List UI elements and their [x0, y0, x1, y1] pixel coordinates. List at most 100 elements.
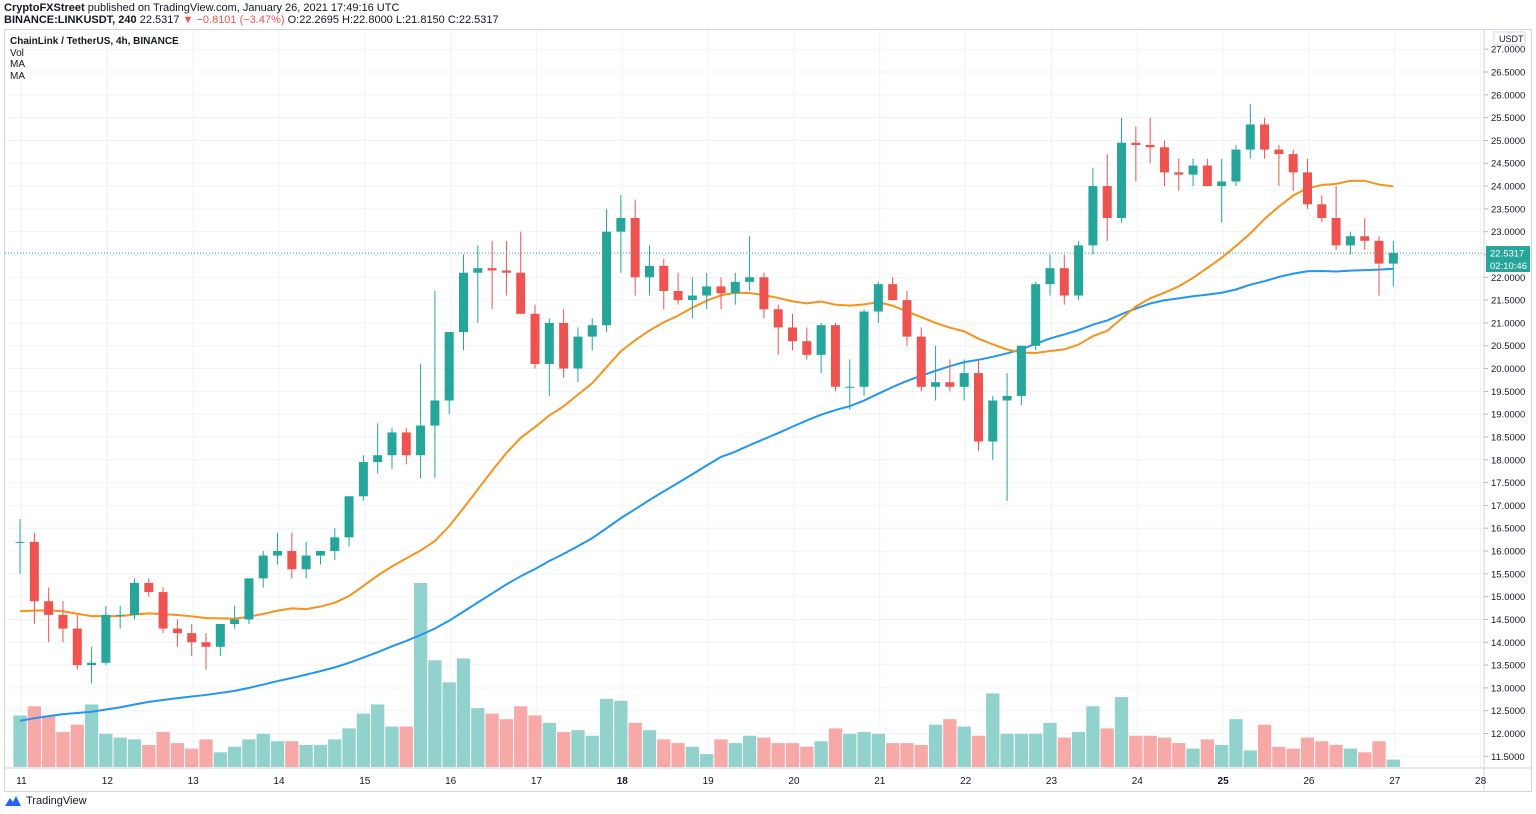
candle-body: [1174, 172, 1184, 175]
candle-body: [1045, 268, 1055, 285]
price-tick-label: 24.0000: [1491, 182, 1525, 193]
footer-brand-text: TradingView: [26, 795, 87, 807]
volume-bar: [256, 733, 270, 767]
candle-body: [1131, 142, 1141, 146]
candle-body: [444, 332, 454, 401]
volume-bar: [299, 744, 313, 767]
legend-vol: Vol: [10, 47, 24, 59]
volume-bar: [1029, 733, 1043, 767]
date-tick-label: 28: [1475, 776, 1487, 787]
date-tick-label: 25: [1218, 776, 1230, 787]
volume-bar: [585, 735, 599, 767]
candle-body: [1088, 186, 1098, 246]
date-tick-label: 11: [16, 776, 27, 787]
candle-body: [187, 633, 197, 643]
last-price-tag: [1486, 246, 1530, 273]
candle-body: [416, 425, 426, 456]
candle-body: [1102, 186, 1112, 218]
candle-body: [144, 582, 154, 593]
volume-bar: [1358, 752, 1372, 767]
date-tick-label: 26: [1303, 776, 1315, 787]
volume-bar: [1272, 746, 1286, 767]
candle-body: [258, 555, 268, 579]
price-tick-label: 12.5000: [1491, 706, 1525, 717]
price-tick-label: 18.5000: [1491, 432, 1525, 443]
date-tick-label: 18: [617, 776, 629, 787]
symbol-name: BINANCE:LINKUSDT, 240: [4, 14, 137, 26]
candle-body: [15, 541, 25, 543]
volume-bar: [599, 698, 614, 767]
date-tick-label: 13: [188, 776, 200, 787]
candle-body: [1231, 149, 1241, 182]
volume-bar: [728, 743, 742, 767]
price-tick-label: 20.0000: [1491, 364, 1525, 375]
price-tick-label: 25.0000: [1491, 136, 1525, 147]
candle-body: [301, 555, 311, 570]
volume-bar: [1057, 737, 1071, 767]
candle-body: [687, 295, 697, 301]
candle-body: [573, 336, 583, 369]
volume-bar: [1114, 697, 1129, 767]
legend-title: ChainLink / TetherUS, 4h, BINANCE: [10, 36, 179, 47]
candle-body: [1059, 268, 1069, 296]
price-tick-label: 22.0000: [1491, 273, 1525, 284]
candle-body: [1117, 142, 1127, 218]
volume-bar: [1229, 719, 1243, 767]
candle-body: [1260, 124, 1270, 150]
candle-body: [530, 313, 540, 364]
chart-frame: [4, 29, 1532, 792]
price-tick-label: 17.5000: [1491, 478, 1525, 489]
volume-bar: [785, 743, 800, 767]
price-tick-label: 14.5000: [1491, 615, 1525, 626]
volume-bar: [285, 741, 299, 767]
volume-bar: [385, 726, 399, 767]
price-tick-label: 21.0000: [1491, 318, 1525, 329]
legend-ma-2: MA: [10, 70, 25, 82]
candle-body: [1031, 284, 1041, 346]
volume-bar: [1086, 706, 1100, 767]
candle-body: [788, 327, 798, 342]
volume-bar: [242, 739, 256, 767]
volume-bar: [356, 713, 371, 767]
price-tick-label: 26.5000: [1491, 68, 1525, 79]
volume-bar: [499, 719, 514, 767]
volume-bar: [227, 746, 242, 767]
volume-bar: [1386, 759, 1400, 767]
date-tick-label: 22: [960, 776, 972, 787]
footer-brand[interactable]: TradingView: [4, 795, 87, 807]
volume-bar: [142, 744, 156, 767]
date-tick-label: 16: [445, 776, 457, 787]
candle-body: [931, 382, 941, 387]
volume-bar: [1000, 733, 1014, 767]
volume-bar: [714, 739, 728, 767]
volume-bar: [342, 728, 356, 767]
price-tick-label: 16.0000: [1491, 547, 1525, 558]
candle-body: [959, 373, 969, 387]
candle-body: [244, 578, 254, 620]
candle-body: [988, 400, 998, 442]
candle-body: [58, 614, 68, 629]
candle-body: [559, 322, 569, 369]
candle-body: [1159, 147, 1169, 173]
candle-body: [702, 286, 712, 296]
volume-bar: [1243, 750, 1257, 767]
volume-bar: [1343, 748, 1358, 767]
candle-body: [845, 386, 855, 388]
volume-bar: [42, 715, 56, 767]
candle-body: [1317, 204, 1327, 218]
ohlc-values: O:22.2695 H:22.8000 L:21.8150 C:22.5317: [287, 14, 499, 26]
volume-bar: [857, 732, 871, 767]
date-tick-label: 14: [273, 776, 285, 787]
volume-bar: [685, 746, 700, 767]
volume-bar: [900, 743, 914, 767]
volume-bar: [828, 728, 843, 767]
candle-body: [816, 325, 826, 355]
volume-bar: [1186, 748, 1200, 767]
candle-body: [201, 642, 211, 647]
price-tick-label: 26.0000: [1491, 90, 1525, 101]
candle-body: [1002, 395, 1012, 401]
volume-bar: [986, 693, 1000, 767]
candle-body: [473, 268, 483, 273]
volume-bar: [700, 754, 714, 767]
